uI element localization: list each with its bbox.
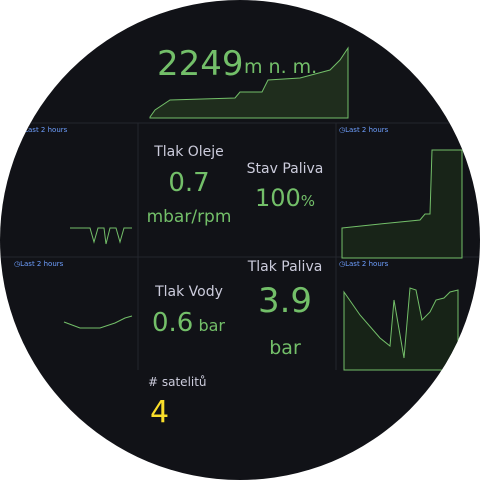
water-unit: bar	[198, 316, 225, 335]
panel-title: Tlak Paliva	[247, 259, 323, 275]
oil-value: 0.7	[168, 168, 210, 198]
panel-title: Tlak Oleje	[154, 144, 224, 160]
water-stat: 0.6 bar	[152, 310, 225, 336]
oil-sparkline	[70, 227, 132, 245]
fuel-level-stat: 100%	[255, 186, 315, 210]
altitude-value: 2249	[157, 44, 244, 84]
panel-title: Tlak Vody	[155, 284, 223, 300]
altitude-sparkline	[149, 46, 349, 119]
fuel-pressure-unit: bar	[269, 337, 301, 359]
satellites-value: 4	[150, 395, 170, 430]
fuel-pressure-sparkline	[343, 287, 459, 371]
fuel-pressure-value: 3.9	[257, 281, 313, 321]
time-range: Last 2 hours	[18, 127, 67, 134]
water-sparkline	[63, 315, 133, 329]
fuel-level-value: 100	[254, 184, 301, 212]
fuel-level-unit: %	[300, 192, 316, 210]
time-range: Last 2 hours	[339, 261, 388, 268]
fuel-level-sparkline	[341, 149, 463, 259]
panel-title: # satelitů	[148, 375, 207, 389]
time-range: Last 2 hours	[339, 127, 388, 134]
altitude-unit: m n. m.	[244, 56, 318, 78]
time-range: Last 2 hours	[14, 261, 63, 268]
water-value: 0.6	[152, 308, 194, 338]
oil-unit: mbar/rpm	[146, 207, 232, 227]
panel-title: Stav Paliva	[246, 161, 324, 177]
